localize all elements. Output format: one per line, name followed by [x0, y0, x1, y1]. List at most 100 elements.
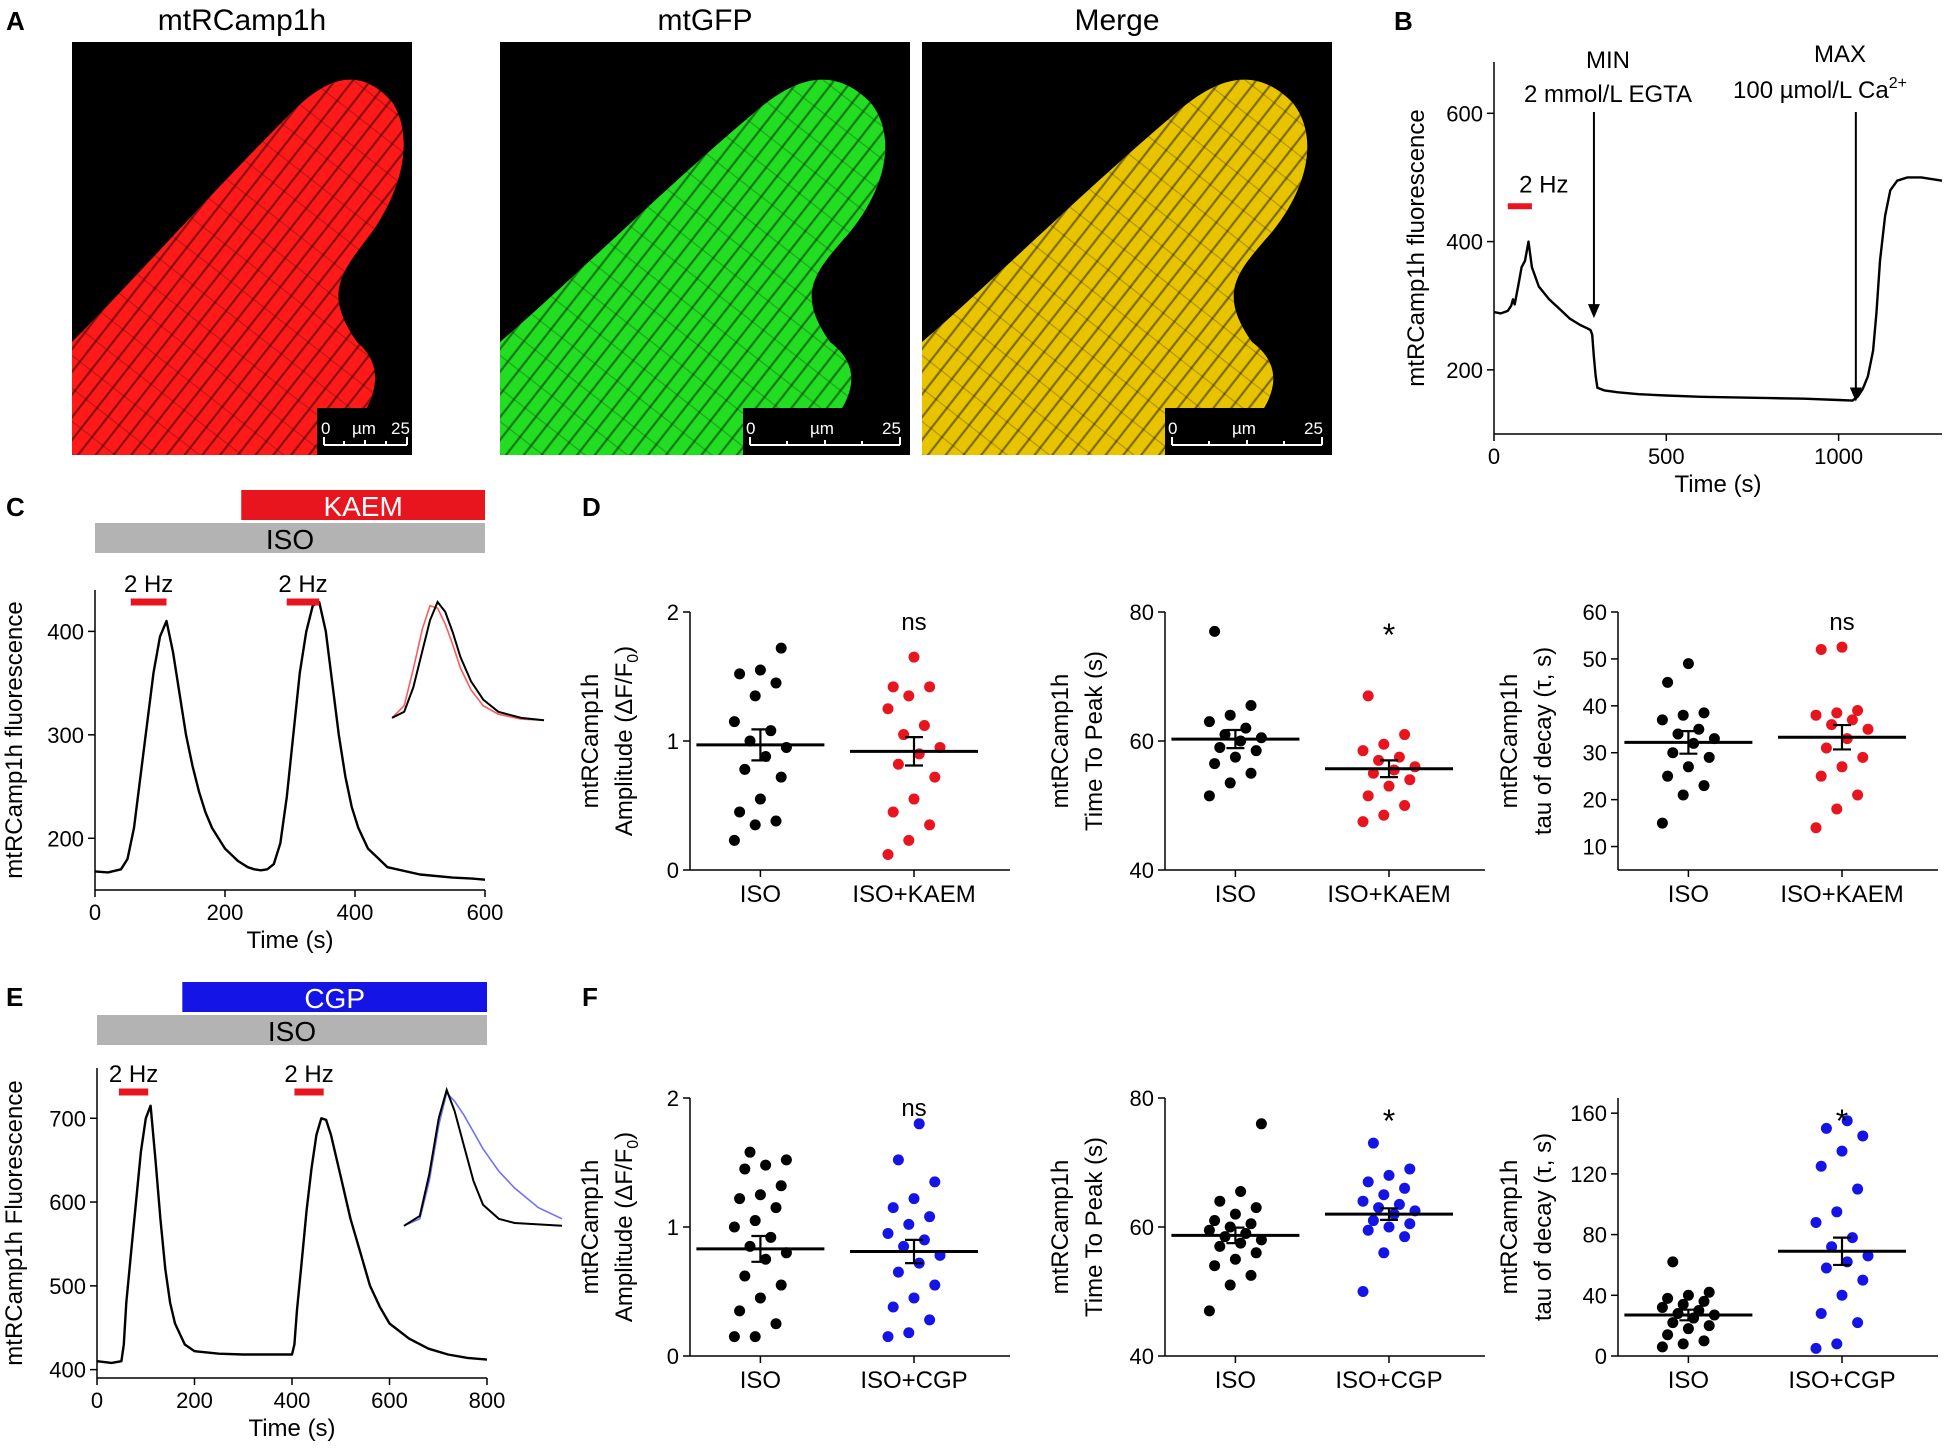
stim-label: 2 Hz: [278, 571, 327, 598]
data-point: [887, 806, 899, 818]
x-tick-label: 600: [467, 900, 504, 925]
data-point: [1677, 709, 1689, 721]
data-point: [1857, 751, 1869, 763]
data-point: [887, 1202, 899, 1214]
data-point: [1703, 1320, 1715, 1332]
x-tick-label: 0: [89, 900, 101, 925]
y-tick-label: 30: [1583, 741, 1607, 766]
significance-label: *: [1383, 1103, 1395, 1139]
micrograph-merge: 0 µm 25: [922, 42, 1332, 455]
data-point: [754, 793, 766, 805]
data-point: [734, 668, 746, 680]
data-point: [1703, 1286, 1715, 1298]
series-line: [94, 601, 486, 881]
data-point: [924, 819, 936, 831]
data-point: [924, 1211, 936, 1223]
data-point: [1357, 1286, 1369, 1297]
data-point: [1404, 1163, 1416, 1175]
y-axis-label-close: ): [611, 1132, 638, 1140]
y-axis-label-line1: mtRCamp1h: [1047, 1160, 1074, 1295]
y-tick-label: 1: [667, 729, 679, 754]
data-point: [882, 1331, 894, 1343]
data-point: [1203, 1305, 1215, 1317]
data-point: [1367, 1137, 1379, 1149]
x-axis-label: Time (s): [248, 1415, 335, 1442]
inset-line-control: [391, 600, 545, 722]
data-point: [1393, 1198, 1405, 1210]
y-tick-label: 40: [1130, 858, 1154, 883]
y-tick-label: 40: [1583, 1283, 1607, 1308]
data-point: [1677, 1298, 1689, 1310]
data-point: [882, 703, 894, 715]
data-point: [908, 793, 920, 805]
data-point: [887, 681, 899, 693]
y-tick-label: 600: [1446, 101, 1483, 126]
data-point: [908, 651, 920, 663]
data-point: [1846, 1232, 1858, 1244]
data-point: [749, 1331, 761, 1343]
data-point: [892, 758, 904, 770]
iso-bar-label: ISO: [268, 1016, 316, 1047]
data-point: [1404, 1218, 1416, 1230]
data-point: [1409, 761, 1421, 773]
data-point: [1399, 1231, 1411, 1243]
data-point: [1214, 1240, 1226, 1252]
iso-bar: [97, 1015, 487, 1045]
category-label: ISO+KAEM: [1780, 881, 1903, 908]
scale-bar-start: 0: [746, 419, 755, 438]
data-point: [1245, 767, 1257, 779]
data-point: [1857, 1274, 1869, 1286]
data-point: [1841, 1115, 1853, 1127]
data-point: [1862, 1250, 1874, 1262]
data-point: [924, 1314, 936, 1326]
data-point: [1662, 676, 1674, 688]
data-point: [1357, 1195, 1369, 1207]
data-point: [780, 1154, 792, 1166]
y-axis-label: mtRCamp1h fluorescence: [1403, 109, 1430, 386]
annotation-egta: 2 mmol/L EGTA: [1524, 81, 1692, 108]
data-point: [1383, 1221, 1395, 1233]
category-label: ISO+KAEM: [1327, 881, 1450, 908]
data-point: [760, 750, 772, 762]
panel-letter-c: C: [6, 492, 25, 522]
data-point: [749, 690, 761, 702]
data-point: [775, 1279, 787, 1291]
y-tick-label: 10: [1583, 835, 1607, 860]
y-tick-label: 50: [1583, 647, 1607, 672]
data-point: [760, 1253, 772, 1265]
data-point: [739, 1270, 751, 1282]
y-axis-label-line1: mtRCamp1h: [1496, 674, 1523, 809]
data-point: [1820, 1122, 1832, 1134]
y-axis-label-main: tau of decay (τ, s): [1530, 1133, 1557, 1321]
data-point: [1857, 1130, 1869, 1142]
y-tick-label: 700: [49, 1106, 86, 1131]
y-tick-label: 2: [667, 1086, 679, 1111]
data-point: [1214, 741, 1226, 753]
y-axis-label-subscript: 0: [625, 654, 642, 663]
data-point: [765, 1231, 777, 1243]
y-axis-label-line1: mtRCamp1h: [577, 1160, 604, 1295]
y-axis-label-close: ): [611, 646, 638, 654]
category-label: ISO: [740, 1367, 781, 1394]
scale-bar-start: 0: [1168, 419, 1177, 438]
y-axis-label-main: Amplitude (ΔF/F: [611, 1149, 638, 1322]
data-point: [1245, 1218, 1257, 1230]
data-point: [1693, 723, 1705, 735]
data-point: [1383, 780, 1395, 792]
category-label: ISO+CGP: [1788, 1367, 1895, 1394]
data-point: [1810, 822, 1822, 834]
panel-letter-f: F: [582, 982, 598, 1012]
y-tick-label: 600: [49, 1190, 86, 1215]
data-point: [1209, 1215, 1221, 1227]
data-point: [1826, 719, 1838, 731]
significance-label: *: [1836, 1103, 1848, 1139]
data-point: [1235, 1186, 1247, 1198]
data-point: [1378, 738, 1390, 750]
data-point: [775, 642, 787, 654]
significance-label: ns: [901, 1095, 926, 1122]
y-axis-label-line2: tau of decay (τ, s): [1530, 647, 1557, 835]
data-point: [1698, 1335, 1710, 1347]
y-axis-label-main: Time To Peak (s): [1081, 651, 1108, 831]
data-point: [1698, 780, 1710, 792]
